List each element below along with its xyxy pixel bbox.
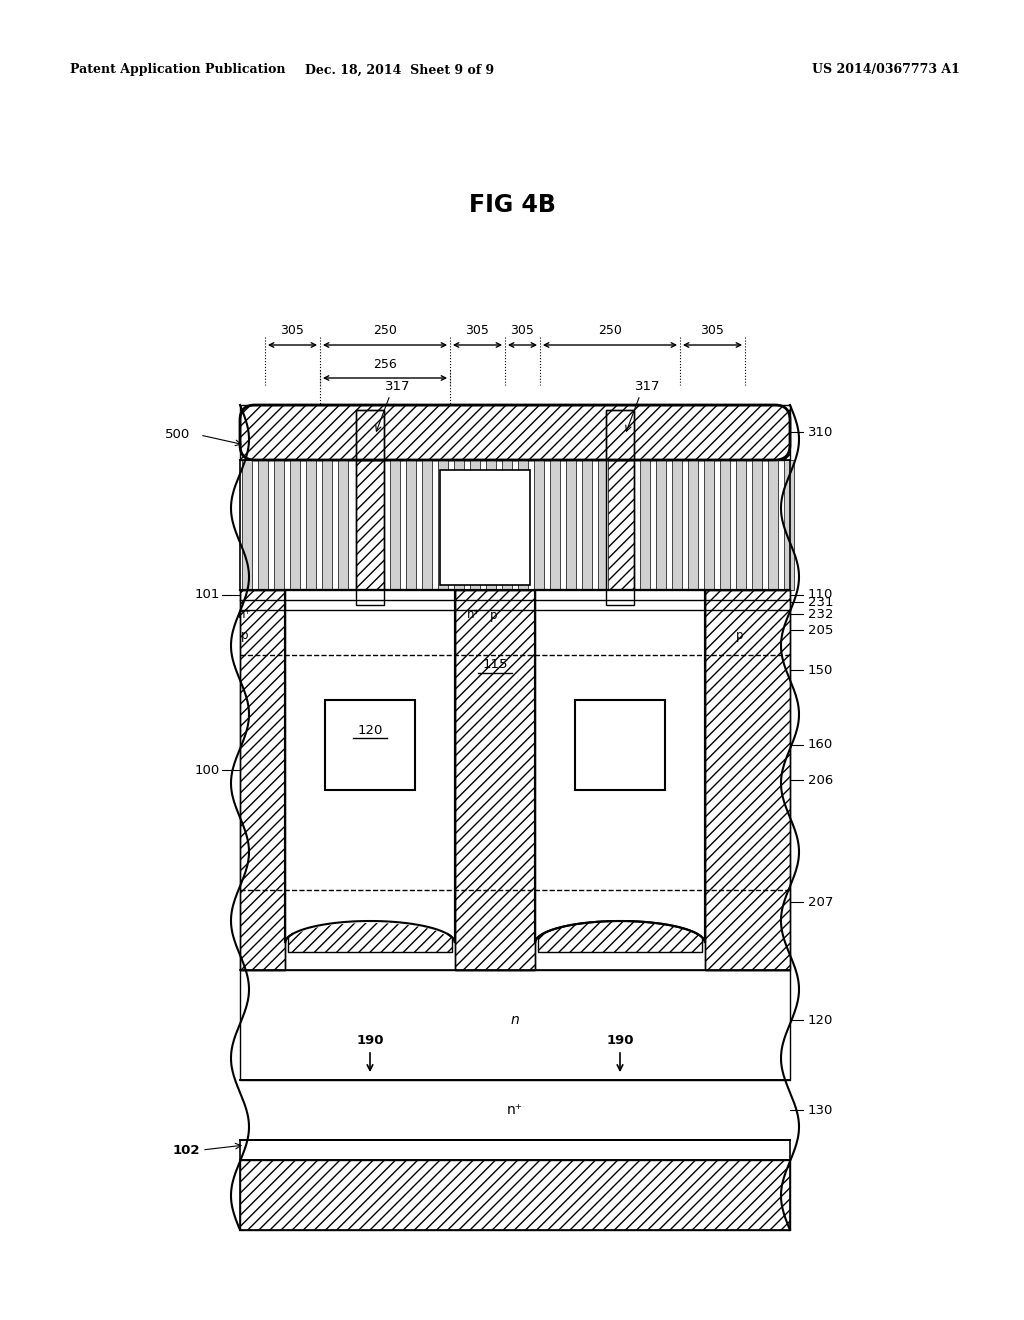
Bar [325,700,415,789]
Bar [598,459,608,590]
Bar [720,459,730,590]
Text: n⁺: n⁺ [239,609,252,622]
Bar [705,459,714,590]
Text: 256: 256 [373,358,397,371]
Bar [290,459,300,590]
Text: 305: 305 [281,325,304,338]
Bar [390,459,400,590]
Text: 120: 120 [357,723,383,737]
Bar [534,459,544,590]
Text: n⁺: n⁺ [466,609,480,622]
Text: FIG 4B: FIG 4B [469,193,555,216]
Text: 110: 110 [808,589,834,602]
Text: 190: 190 [606,1034,634,1047]
Bar [440,470,530,585]
Text: US 2014/0367773 A1: US 2014/0367773 A1 [812,63,961,77]
Bar [338,459,348,590]
Bar [582,459,592,590]
Bar [240,590,285,970]
Bar [502,459,512,590]
Bar [566,459,575,590]
Bar [672,459,682,590]
Bar [736,459,746,590]
Text: 305: 305 [700,325,724,338]
Text: Dec. 18, 2014  Sheet 9 of 9: Dec. 18, 2014 Sheet 9 of 9 [305,63,495,77]
Bar [356,411,384,459]
Bar [454,459,464,590]
Bar [240,1160,790,1230]
Bar [325,700,415,789]
Bar [575,700,665,789]
Text: 205: 205 [808,623,834,636]
Bar [406,459,416,590]
Bar [455,590,535,970]
Bar [705,590,790,970]
Text: p: p [242,628,249,642]
Bar [240,590,285,970]
Text: 305: 305 [466,325,489,338]
Bar [258,459,268,590]
Text: 231: 231 [808,595,834,609]
Text: 100: 100 [195,763,220,776]
PathPatch shape [535,590,705,942]
Bar [422,459,432,590]
Bar [768,459,778,590]
Text: 101: 101 [195,589,220,602]
Text: 232: 232 [808,607,834,620]
Text: 500: 500 [165,429,190,441]
Text: 250: 250 [598,325,622,338]
Bar [240,405,790,459]
Text: 160: 160 [808,738,834,751]
PathPatch shape [285,590,455,942]
Bar [784,459,794,590]
Bar [322,459,332,590]
Bar [240,970,790,1080]
Bar [288,591,452,952]
Text: n: n [511,1012,519,1027]
Text: Patent Application Publication: Patent Application Publication [70,63,286,77]
Bar [306,459,316,590]
Bar [274,459,284,590]
Bar [240,1140,790,1160]
Bar [538,591,702,952]
Text: 150: 150 [808,664,834,676]
Text: 250: 250 [373,325,397,338]
Text: 102: 102 [172,1143,200,1156]
Bar [606,411,634,605]
PathPatch shape [293,591,447,939]
Bar [606,411,634,459]
Text: 130: 130 [808,1104,834,1117]
Text: 120: 120 [808,1014,834,1027]
Text: 115: 115 [482,659,508,672]
Bar [240,1160,790,1230]
Text: 317: 317 [385,380,411,393]
Bar [550,459,560,590]
Bar [455,590,535,970]
Bar [438,459,449,590]
Bar [688,459,698,590]
Text: 206: 206 [808,774,834,787]
Text: n⁺: n⁺ [507,1104,523,1117]
Bar [486,459,496,590]
Text: 207: 207 [808,895,834,908]
Bar [656,459,666,590]
Bar [752,459,762,590]
Bar [705,590,790,970]
Text: 317: 317 [635,380,660,393]
Bar [242,459,252,590]
Bar [470,459,480,590]
Bar [356,411,384,605]
Bar [606,411,634,605]
Bar [518,459,528,590]
Bar [356,411,384,605]
Text: p: p [490,609,498,622]
Bar [240,459,790,590]
Text: 190: 190 [356,1034,384,1047]
Text: p: p [736,628,743,642]
Bar [640,459,650,590]
Bar [575,700,665,789]
Text: 305: 305 [511,325,535,338]
Text: 310: 310 [808,425,834,438]
